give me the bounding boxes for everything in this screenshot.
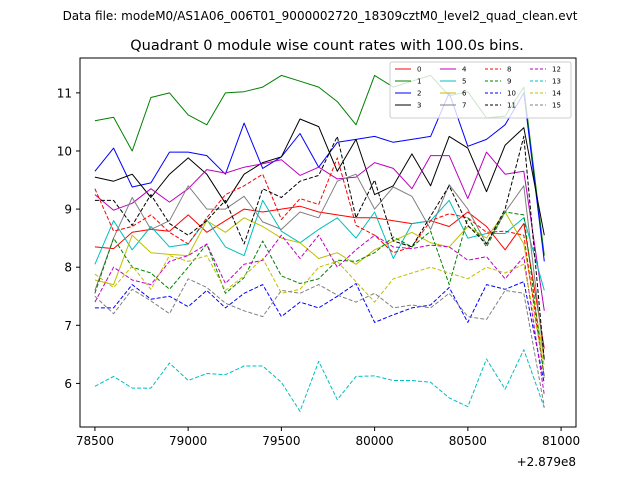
series-line-10 [94,281,545,384]
series-line-12 [94,234,545,396]
legend-label-8: 8 [507,66,511,74]
y-tick-label: 6 [64,377,72,391]
legend-label-11: 11 [507,102,516,110]
x-axis: 78500 79000 79500 80000 80500 81000 [76,427,580,448]
legend-label-13: 13 [552,78,561,86]
x-tick-label: 80500 [449,434,487,448]
legend-label-1: 1 [417,78,421,86]
x-tick-label: 81000 [542,434,580,448]
y-tick-label: 11 [57,86,72,100]
legend-label-5: 5 [462,78,466,86]
legend-label-6: 6 [462,90,467,98]
legend-label-15: 15 [552,102,561,110]
y-axis: 6 7 8 9 10 11 [57,86,80,391]
x-tick-label: 80000 [356,434,394,448]
legend-label-4: 4 [462,66,467,74]
x-offset-label: +2.879e8 [517,455,576,469]
series-line-11 [94,135,545,361]
series-line-6 [94,211,545,361]
legend-label-12: 12 [552,66,561,74]
data-file-label: Data file: modeM0/AS1A06_006T01_90000027… [63,9,578,23]
y-tick-label: 9 [64,203,72,217]
series-line-7 [94,173,545,361]
legend-label-10: 10 [507,90,516,98]
y-tick-label: 7 [64,319,72,333]
series-line-15 [94,278,545,407]
legend-label-2: 2 [417,90,421,98]
legend-label-7: 7 [462,102,466,110]
series-line-0 [94,205,545,349]
series-line-9 [94,211,545,378]
y-tick-label: 8 [64,261,72,275]
legend-label-14: 14 [552,90,561,98]
series-line-5 [94,199,545,291]
series-layer [94,74,545,412]
series-line-13 [94,349,545,412]
axes-frame [79,57,577,428]
plot-area: 78500 79000 79500 80000 80500 81000 67891011 … [57,57,580,469]
y-tick-label: 10 [57,144,72,158]
x-tick-label: 79000 [169,434,207,448]
series-line-4 [94,151,545,311]
series-line-3 [94,118,545,236]
x-tick-label: 78500 [76,434,114,448]
series-line-14 [94,255,545,367]
legend-label-0: 0 [417,66,421,74]
legend-label-9: 9 [507,78,511,86]
chart-title: Quadrant 0 module wise count rates with … [130,38,524,54]
series-line-8 [94,157,545,378]
legend-box [389,61,572,119]
legend-label-3: 3 [417,102,421,110]
x-tick-label: 79500 [262,434,300,448]
